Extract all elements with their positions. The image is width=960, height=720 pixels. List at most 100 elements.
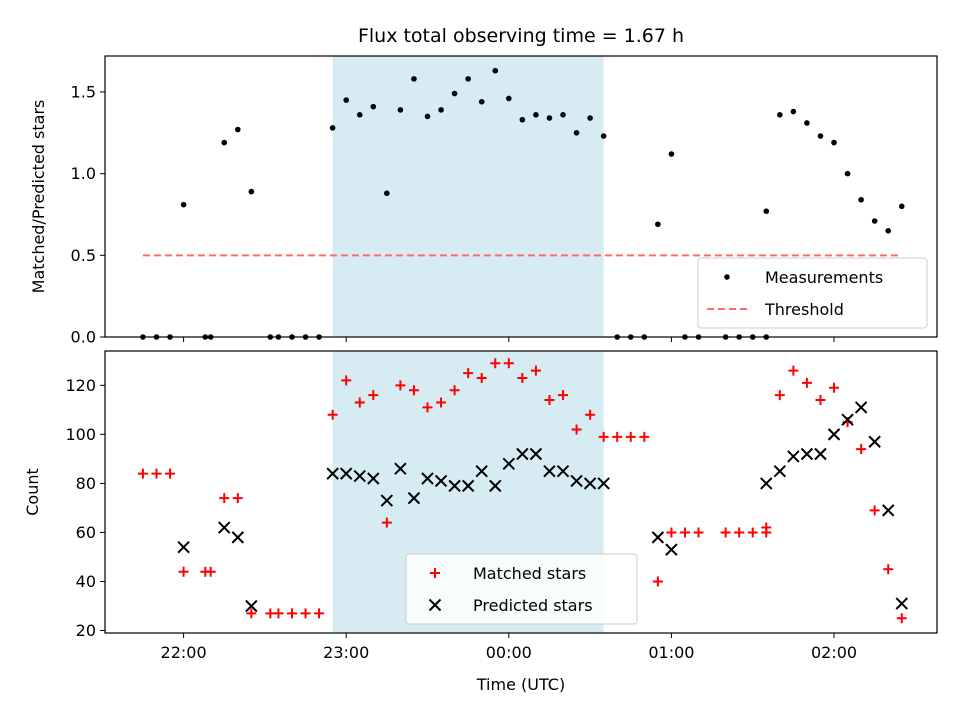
matched-star-point <box>219 493 230 504</box>
matched-star-point <box>178 566 189 577</box>
measurement-point <box>885 228 892 234</box>
top-y-axis-label: Matched/Predicted stars <box>29 100 48 294</box>
measurement-point <box>411 76 417 82</box>
y-tick-label: 80 <box>76 474 96 493</box>
predicted-star-point <box>827 428 841 441</box>
matched-star-point <box>652 576 663 587</box>
predicted-star-point <box>868 435 881 448</box>
bottom-marks <box>137 358 908 624</box>
matched-star-point <box>368 390 379 401</box>
legend-handle <box>430 568 440 578</box>
matched-star-point <box>341 375 352 386</box>
matched-star-point <box>869 505 880 516</box>
matched-star-point <box>896 613 907 624</box>
matched-star-point <box>558 390 569 401</box>
matched-star-point <box>720 527 731 538</box>
x-tick-label: 22:00 <box>161 643 207 662</box>
predicted-star-point <box>367 472 380 485</box>
predicted-star-point <box>760 477 773 490</box>
measurement-point <box>844 170 851 177</box>
matched-star-point <box>273 608 284 619</box>
legend-box <box>405 553 638 625</box>
measurement-point <box>343 97 349 103</box>
matched-star-point <box>761 522 772 533</box>
x-tick-label: 02:00 <box>811 643 857 662</box>
matched-star-point <box>395 380 406 391</box>
measurement-point <box>424 113 431 120</box>
matched-star-point <box>612 431 623 442</box>
matched-star-point <box>436 397 447 408</box>
predicted-star-point <box>773 464 787 478</box>
predicted-star-point <box>597 477 610 490</box>
matched-star-point <box>232 493 243 504</box>
predicted-star-point <box>556 464 570 478</box>
measurement-point <box>546 115 553 121</box>
matched-star-point <box>815 395 826 406</box>
y-tick-label: 120 <box>65 376 96 395</box>
measurement-point <box>655 221 661 228</box>
matched-star-point <box>544 395 555 406</box>
y-tick-label: 1.5 <box>71 82 96 101</box>
x-tick-label: 00:00 <box>486 643 532 662</box>
top-ticks: 0.0 0.5 1.0 1.5 <box>71 82 835 347</box>
predicted-star-point <box>854 401 868 414</box>
matched-star-point <box>408 385 419 396</box>
measurement-point <box>506 95 512 102</box>
predicted-star-point <box>882 504 895 517</box>
matched-star-point <box>314 608 325 619</box>
top-axes-frame <box>104 55 938 338</box>
bottom-y-axis-label: Count <box>23 468 42 516</box>
measurement-point <box>533 112 539 118</box>
predicted-star-point <box>461 479 475 493</box>
predicted-star-point <box>814 447 827 461</box>
measurement-point <box>465 76 471 82</box>
matched-star-point <box>137 468 148 479</box>
matched-star-point <box>883 564 894 575</box>
matched-star-point <box>747 527 758 538</box>
predicted-star-point <box>353 469 366 483</box>
bottom-legend: Matched stars Predicted stars <box>405 553 638 625</box>
matched-star-point <box>503 358 514 369</box>
predicted-star-point <box>475 464 488 478</box>
matched-star-point <box>490 358 501 369</box>
measurement-point <box>777 112 783 118</box>
measurement-point <box>248 188 255 195</box>
measurement-point <box>478 98 485 105</box>
x-tick-label: 01:00 <box>648 643 694 662</box>
predicted-star-point <box>502 457 516 471</box>
y-tick-label: 40 <box>76 572 96 591</box>
predicted-star-point <box>231 531 245 544</box>
measurement-point <box>384 190 390 197</box>
matched-star-point <box>300 608 311 619</box>
measurement-point <box>451 90 458 97</box>
measurement-point <box>573 129 580 136</box>
measurement-point <box>790 108 797 115</box>
legend-label: Matched stars <box>473 564 586 583</box>
y-tick-label: 0.5 <box>71 246 96 265</box>
matched-star-point <box>598 431 609 442</box>
matched-star-point <box>449 385 460 396</box>
predicted-star-point <box>218 521 231 534</box>
predicted-star-point <box>448 479 461 493</box>
measurement-point <box>600 133 607 139</box>
bottom-ticks: 20 40 60 80 100 120 22:00 23:00 00:00 01:00 02:00 <box>65 376 857 662</box>
measurement-point <box>234 126 241 133</box>
y-tick-label: 60 <box>76 523 96 542</box>
matched-star-point <box>517 372 528 383</box>
x-tick-label: 23:00 <box>323 643 369 662</box>
measurement-point <box>370 103 377 110</box>
predicted-star-point <box>543 464 556 478</box>
measurement-point <box>492 67 499 74</box>
matched-star-point <box>205 566 216 577</box>
predicted-star-point <box>177 540 190 554</box>
matched-star-point <box>774 390 785 401</box>
matched-star-point <box>354 397 365 408</box>
measurement-point <box>587 115 593 121</box>
matched-star-point <box>286 608 297 619</box>
legend-label: Measurements <box>765 268 883 287</box>
matched-star-point <box>788 365 799 376</box>
legend-label: Predicted stars <box>473 596 593 615</box>
chart-title: Flux total observing time = 1.67 h <box>358 25 684 47</box>
legend-box <box>697 257 928 329</box>
